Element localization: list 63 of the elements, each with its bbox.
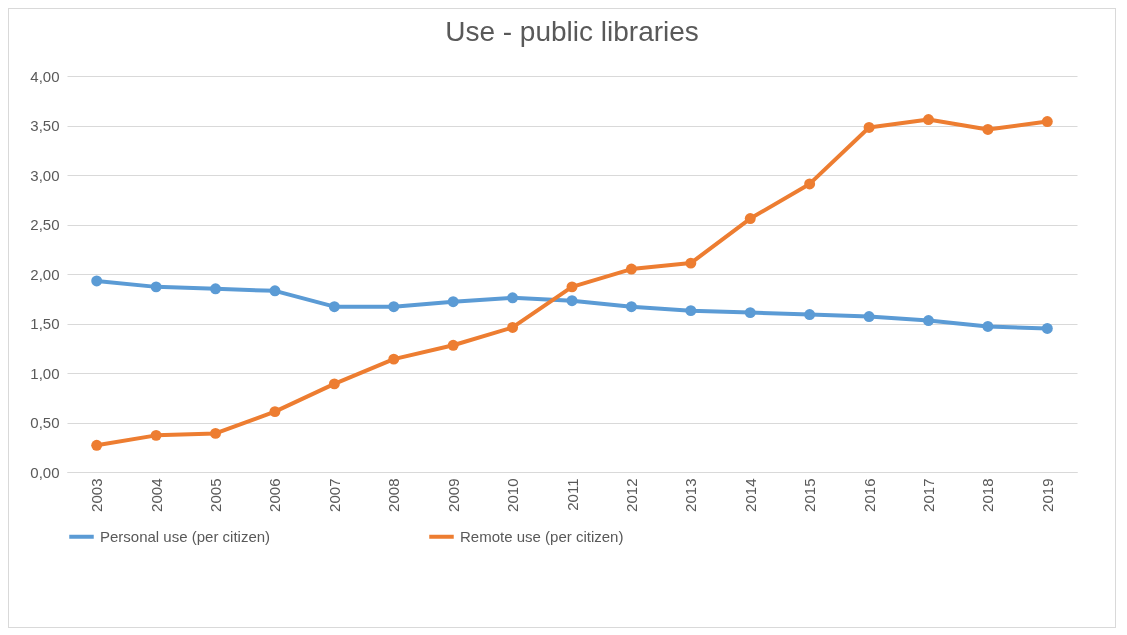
point — [269, 285, 281, 297]
point — [566, 281, 578, 293]
x-tick-label: 2004 — [147, 478, 165, 512]
point — [328, 378, 340, 390]
x-tick-label: 2015 — [801, 478, 819, 512]
x-tick-label: 2011 — [563, 478, 581, 511]
x-tick-label: 2008 — [385, 478, 403, 512]
x-tick-label: 2003 — [88, 478, 106, 512]
y-tick-label: 0,00 — [30, 463, 60, 481]
point — [328, 301, 340, 313]
point — [388, 353, 400, 365]
point — [210, 427, 222, 439]
point — [685, 257, 697, 269]
point — [1041, 116, 1053, 128]
point — [982, 321, 994, 332]
point — [744, 307, 756, 319]
x-tick-label: 2013 — [682, 478, 700, 512]
x-tick-label: 2014 — [741, 478, 759, 512]
x-tick-label: 2016 — [860, 478, 878, 512]
y-tick-label: 2,00 — [30, 265, 60, 283]
x-tick-label: 2018 — [979, 478, 997, 512]
x-tick-label: 2010 — [504, 478, 522, 512]
point — [982, 123, 994, 135]
y-tick-label: 0,50 — [30, 414, 60, 431]
x-tick-label: 2017 — [919, 478, 937, 512]
point — [804, 178, 816, 190]
legend-label: Remote use (per citizen) — [460, 527, 624, 545]
point — [388, 301, 400, 313]
point — [922, 315, 934, 326]
point — [91, 439, 103, 451]
point — [922, 114, 934, 126]
y-tick-label: 3,00 — [30, 166, 60, 184]
x-tick-label: 2019 — [1038, 478, 1056, 512]
point — [625, 301, 637, 313]
point — [804, 309, 816, 321]
legend-label: Personal use (per citizen) — [100, 527, 271, 545]
x-tick-label: 2012 — [622, 478, 640, 512]
point — [447, 296, 459, 308]
point — [91, 275, 103, 287]
point — [744, 213, 756, 225]
y-tick-label: 2,50 — [30, 216, 60, 233]
point — [685, 305, 697, 317]
point — [1041, 322, 1053, 334]
y-tick-label: 3,50 — [30, 117, 60, 134]
y-tick-label: 1,50 — [30, 315, 60, 332]
point — [150, 281, 162, 293]
point — [863, 122, 875, 133]
point — [507, 292, 519, 304]
point — [566, 295, 578, 307]
y-tick-label: 4,00 — [30, 67, 60, 85]
point — [625, 263, 637, 275]
point — [447, 339, 459, 351]
point — [507, 321, 519, 333]
y-tick-label: 1,00 — [30, 364, 60, 382]
point — [150, 429, 162, 441]
point — [210, 283, 222, 295]
x-tick-label: 2005 — [207, 478, 225, 512]
x-tick-label: 2006 — [266, 478, 284, 512]
point — [863, 311, 875, 323]
chart-title: Use - public libraries — [445, 16, 699, 47]
x-tick-label: 2007 — [325, 478, 343, 512]
x-tick-label: 2009 — [444, 478, 462, 512]
point — [269, 406, 281, 418]
